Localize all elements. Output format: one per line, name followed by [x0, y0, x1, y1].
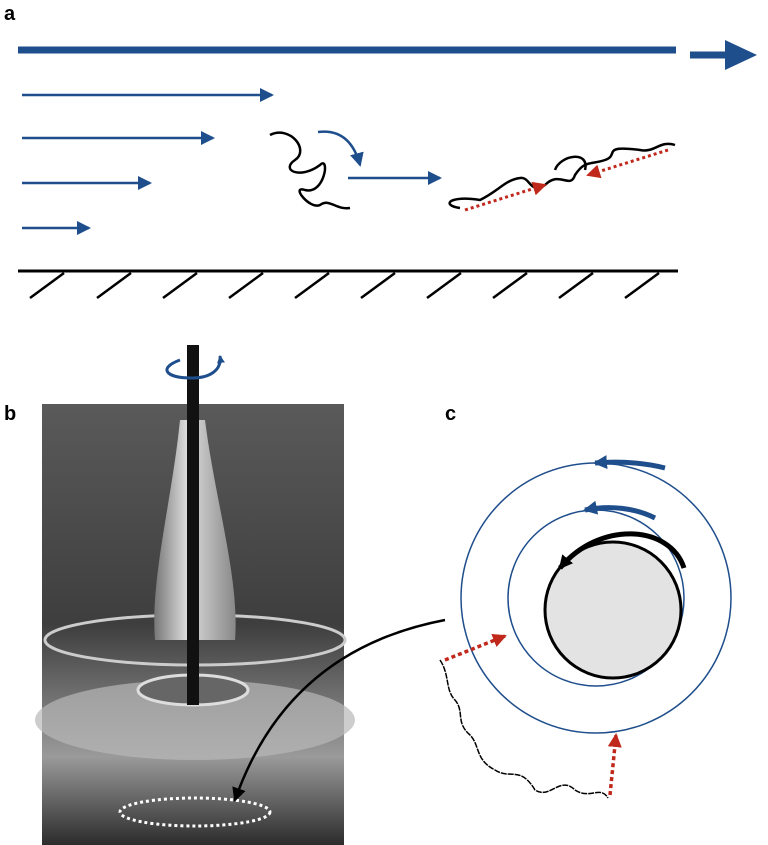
panel-a: a: [4, 3, 757, 298]
panel-label: a: [4, 3, 16, 25]
panel-b: b: [4, 345, 355, 845]
figure: a b: [0, 0, 768, 845]
panel-label: c: [445, 403, 456, 425]
panel-label: b: [4, 403, 16, 425]
